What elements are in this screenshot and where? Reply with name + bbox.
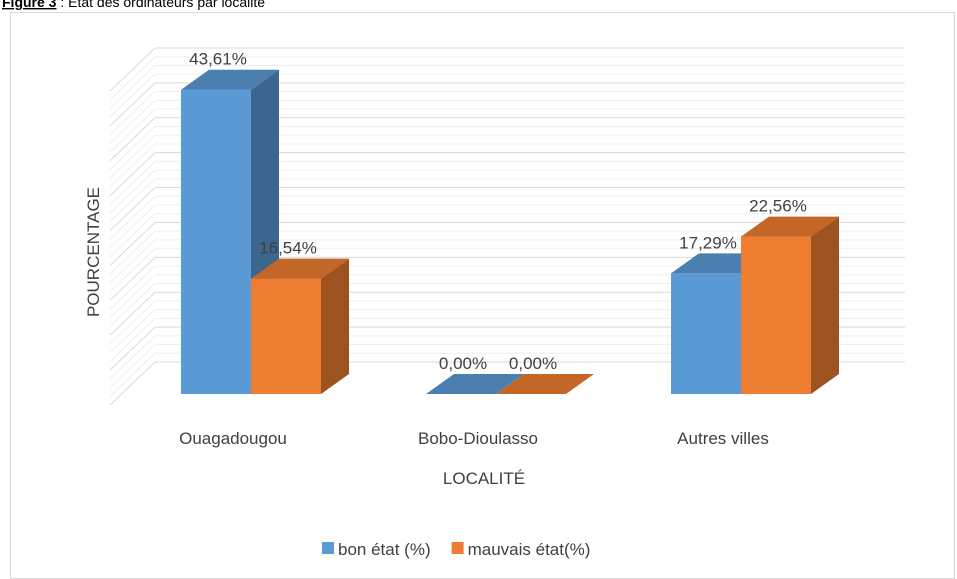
grid-line [109, 326, 156, 371]
minor-grid-line [109, 274, 156, 319]
minor-grid-line [109, 265, 156, 310]
grid-line [109, 117, 156, 162]
minor-grid-line [109, 204, 156, 249]
x-tick-label: Autres villes [677, 429, 769, 448]
minor-grid-line [109, 126, 156, 170]
grid-line [109, 361, 156, 406]
bar [181, 89, 251, 395]
minor-grid-line [109, 239, 156, 284]
title-text: : État des ordinateurs par localité [60, 0, 265, 10]
minor-grid-line [109, 213, 156, 258]
data-label: 0,00% [439, 354, 487, 373]
minor-grid-line [109, 230, 156, 275]
bar-side [811, 216, 839, 394]
chart-title: Figure 3 : État des ordinateurs par loca… [2, 0, 265, 10]
minor-grid-line [109, 73, 156, 118]
minor-grid-line [109, 352, 156, 397]
minor-grid-line [109, 65, 156, 109]
minor-grid-line [109, 335, 156, 380]
data-label: 22,56% [749, 197, 807, 216]
grid-line [109, 256, 156, 301]
bar-side [321, 258, 349, 394]
bar [251, 278, 321, 394]
data-label: 17,29% [679, 233, 737, 252]
x-tick-label: Bobo-Dioulasso [418, 429, 538, 448]
minor-grid-line [109, 56, 156, 101]
grid-line [109, 291, 156, 336]
minor-grid-line [109, 195, 156, 240]
grid-line [109, 82, 156, 127]
minor-grid-line [109, 143, 156, 188]
minor-grid-line [109, 300, 156, 345]
grid-line [109, 222, 156, 266]
minor-grid-line [109, 318, 156, 362]
minor-grid-line [109, 161, 156, 205]
grid-line [109, 47, 156, 92]
figure-label: Figure 3 [2, 0, 57, 10]
minor-grid-line [109, 108, 156, 153]
bar-top [426, 374, 524, 394]
minor-grid-line [109, 134, 156, 179]
legend-swatch [451, 542, 464, 554]
legend-label: bon état (%) [338, 540, 431, 559]
grid-line [109, 187, 156, 231]
bar [741, 236, 811, 394]
minor-grid-line [109, 283, 156, 327]
data-label: 16,54% [259, 239, 317, 258]
legend-label: mauvais état(%) [468, 540, 591, 559]
minor-grid-line [109, 178, 156, 223]
y-axis-label: POURCENTAGE [84, 187, 103, 317]
minor-grid-line [109, 99, 156, 144]
legend-swatch [322, 542, 334, 554]
data-label: 43,61% [189, 50, 247, 69]
x-tick-label: Ouagadougou [179, 429, 287, 448]
grid-line [109, 152, 156, 197]
bar-top [251, 258, 349, 279]
bar [671, 273, 741, 394]
bar-top [181, 69, 279, 90]
minor-grid-line [109, 309, 156, 354]
x-axis-label: LOCALITÉ [443, 469, 525, 488]
minor-grid-line [109, 169, 156, 214]
bar-top [741, 216, 839, 237]
minor-grid-line [109, 91, 156, 135]
data-label: 0,00% [509, 354, 557, 373]
bar-top [496, 374, 594, 394]
minor-grid-line [109, 344, 156, 388]
minor-grid-line [109, 248, 156, 292]
